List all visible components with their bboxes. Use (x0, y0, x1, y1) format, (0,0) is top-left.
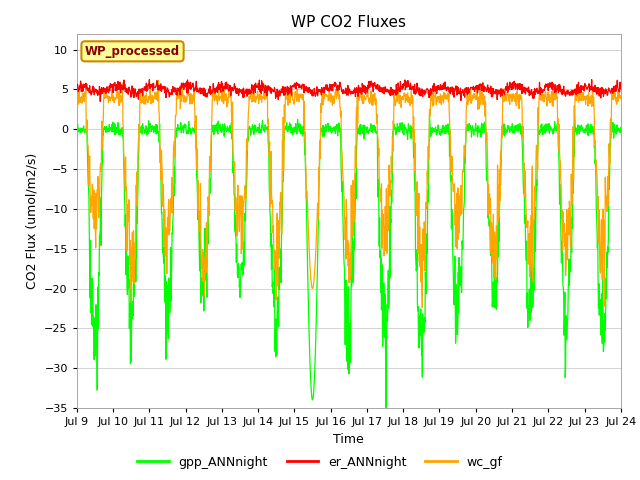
Title: WP CO2 Fluxes: WP CO2 Fluxes (291, 15, 406, 30)
Y-axis label: CO2 Flux (umol/m2/s): CO2 Flux (umol/m2/s) (26, 153, 38, 289)
X-axis label: Time: Time (333, 432, 364, 445)
Text: WP_processed: WP_processed (85, 45, 180, 58)
Legend: gpp_ANNnight, er_ANNnight, wc_gf: gpp_ANNnight, er_ANNnight, wc_gf (132, 451, 508, 474)
